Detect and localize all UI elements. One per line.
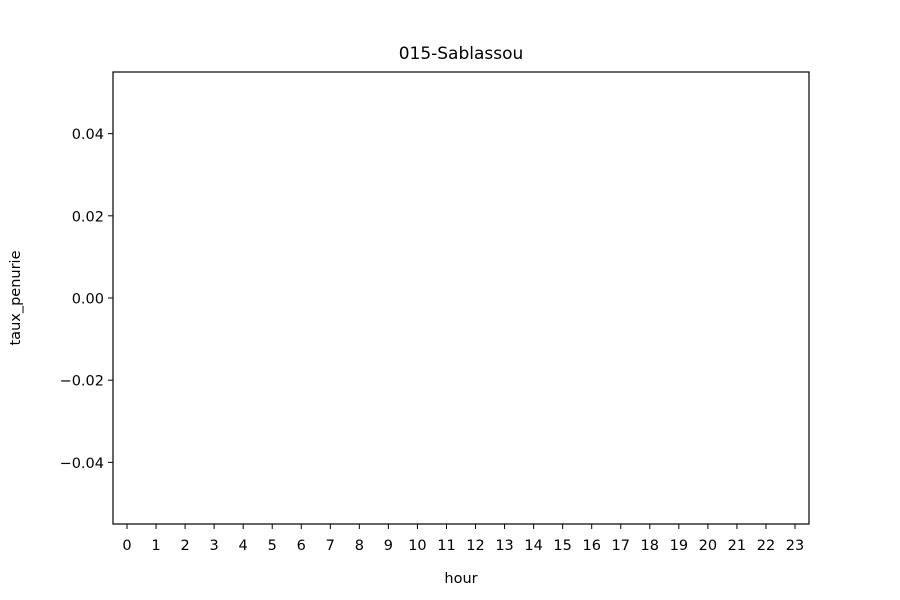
x-tick-label: 7	[326, 538, 335, 554]
x-tick-label: 2	[180, 538, 189, 554]
y-tick-label: 0.02	[72, 209, 104, 225]
x-tick-label: 16	[582, 538, 600, 554]
x-tick-label: 11	[437, 538, 455, 554]
x-tick-label: 19	[670, 538, 688, 554]
x-tick-label: 15	[553, 538, 571, 554]
x-tick-label: 21	[728, 538, 746, 554]
x-tick-label: 17	[612, 538, 630, 554]
y-axis-ticks: 0.04 0.02 0.00 −0.02 −0.04	[60, 127, 113, 472]
x-axis-label: hour	[444, 571, 477, 587]
x-tick-label: 1	[151, 538, 160, 554]
x-tick-label: 22	[757, 538, 775, 554]
x-tick-label: 9	[384, 538, 393, 554]
y-tick-label: −0.04	[60, 456, 104, 472]
x-tick-label: 4	[239, 538, 248, 554]
x-tick-label: 10	[408, 538, 426, 554]
y-axis-label: taux_penurie	[8, 250, 24, 345]
x-tick-label: 12	[466, 538, 484, 554]
x-tick-label: 6	[297, 538, 306, 554]
x-tick-label: 0	[122, 538, 131, 554]
x-tick-label: 18	[641, 538, 659, 554]
x-axis-ticks: 0 1 2 3 4 5 6 7 8 9 10 11 12 13 14 15 16 17 18 19 20 21 22 23	[122, 524, 804, 554]
x-tick-label: 5	[268, 538, 277, 554]
x-tick-label: 3	[210, 538, 219, 554]
x-tick-label: 8	[355, 538, 364, 554]
chart-title: 015-Sablassou	[399, 44, 524, 64]
x-tick-label: 13	[495, 538, 513, 554]
x-tick-label: 23	[786, 538, 804, 554]
x-tick-label: 20	[699, 538, 717, 554]
y-tick-label: −0.02	[60, 374, 104, 390]
plot-area	[112, 71, 810, 525]
y-tick-label: 0.04	[72, 127, 104, 143]
x-tick-label: 14	[524, 538, 542, 554]
y-tick-label: 0.00	[72, 292, 104, 308]
